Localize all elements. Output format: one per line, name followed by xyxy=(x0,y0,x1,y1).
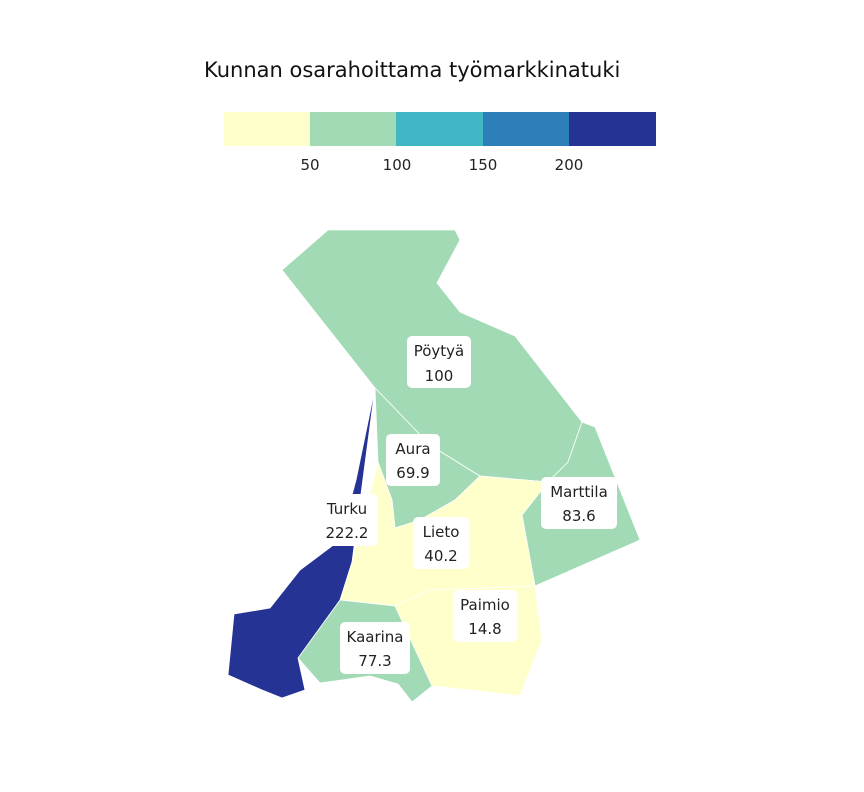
label-value-lieto: 40.2 xyxy=(424,547,457,565)
label-value-kaarina: 77.3 xyxy=(358,652,391,670)
label-value-paimio: 14.8 xyxy=(468,620,501,638)
legend-swatch-0 xyxy=(224,112,311,146)
label-value-poytya: 100 xyxy=(425,367,454,385)
label-kaarina: Kaarina 77.3 xyxy=(340,622,410,674)
label-box-paimio xyxy=(453,590,517,642)
legend-swatch-1 xyxy=(310,112,397,146)
label-value-aura: 69.9 xyxy=(396,464,429,482)
label-name-paimio: Paimio xyxy=(460,596,510,614)
label-name-marttila: Marttila xyxy=(550,483,608,501)
label-box-aura xyxy=(386,434,440,486)
region-labels: Pöytyä 100 Aura 69.9 Turku 222.2 Marttil… xyxy=(316,336,617,674)
label-box-lieto xyxy=(413,517,469,569)
label-name-poytya: Pöytyä xyxy=(414,342,465,360)
legend-swatch-4 xyxy=(569,112,656,146)
legend-tick-200: 200 xyxy=(555,156,584,174)
label-name-kaarina: Kaarina xyxy=(347,628,404,646)
map-title: Kunnan osarahoittama työmarkkinatuki xyxy=(204,58,620,82)
label-box-marttila xyxy=(541,477,617,529)
label-marttila: Marttila 83.6 xyxy=(541,477,617,529)
label-lieto: Lieto 40.2 xyxy=(413,517,469,569)
label-value-marttila: 83.6 xyxy=(562,507,595,525)
label-box-kaarina xyxy=(340,622,410,674)
legend-tick-150: 150 xyxy=(469,156,498,174)
label-name-turku: Turku xyxy=(326,500,367,518)
label-box-turku xyxy=(316,494,378,546)
label-turku: Turku 222.2 xyxy=(316,494,378,546)
legend-tick-100: 100 xyxy=(383,156,412,174)
legend-swatch-2 xyxy=(396,112,483,146)
label-name-aura: Aura xyxy=(395,440,430,458)
label-aura: Aura 69.9 xyxy=(386,434,440,486)
label-box-poytya xyxy=(407,336,471,388)
label-value-turku: 222.2 xyxy=(326,524,369,542)
legend: 50 100 150 200 xyxy=(224,112,656,174)
label-paimio: Paimio 14.8 xyxy=(453,590,517,642)
label-name-lieto: Lieto xyxy=(423,523,460,541)
legend-tick-50: 50 xyxy=(300,156,319,174)
label-poytya: Pöytyä 100 xyxy=(407,336,471,388)
legend-swatch-3 xyxy=(483,112,570,146)
